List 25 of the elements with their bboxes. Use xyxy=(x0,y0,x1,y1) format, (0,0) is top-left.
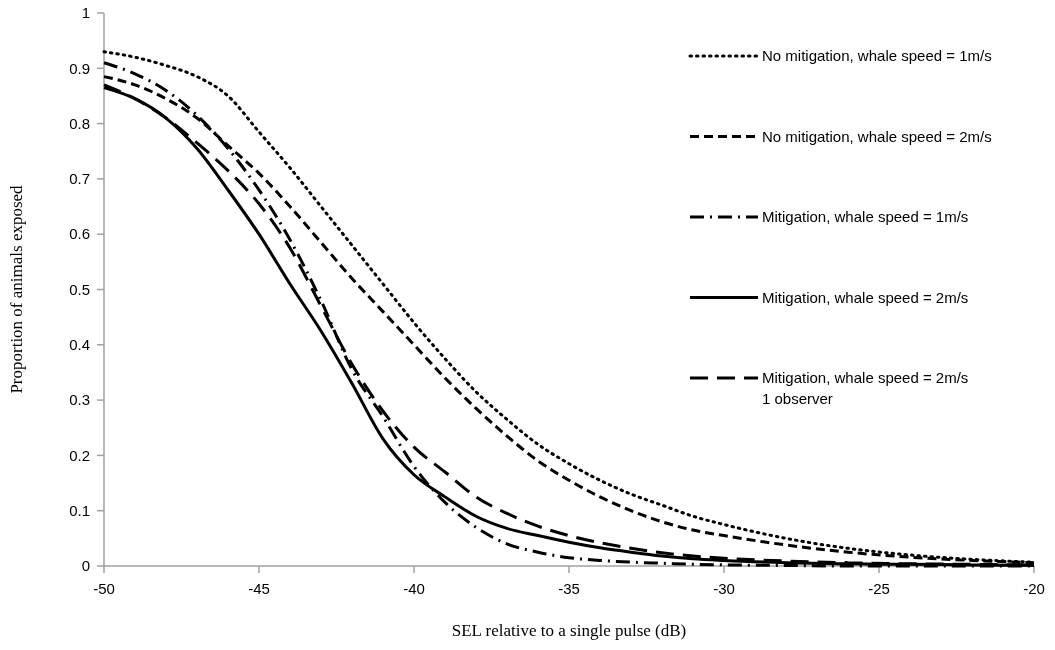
y-tick-label: 0.2 xyxy=(69,446,90,464)
y-tick-label: 0.9 xyxy=(69,59,90,77)
legend-label: No mitigation, whale speed = 2m/s xyxy=(762,127,992,145)
x-tick-label: -40 xyxy=(403,580,425,597)
y-tick-label: 0.7 xyxy=(69,170,90,188)
legend-label: Mitigation, whale speed = 2m/s 1 observer xyxy=(762,369,969,408)
legend-label: Mitigation, whale speed = 2m/s xyxy=(762,288,969,306)
x-axis-title: SEL relative to a single pulse (dB) xyxy=(451,621,687,640)
y-tick-label: 0.4 xyxy=(69,336,90,354)
x-tick-label: -35 xyxy=(558,580,580,597)
y-tick-label: 0.1 xyxy=(69,501,90,519)
x-tick-label: -25 xyxy=(868,580,890,597)
legend-label: No mitigation, whale speed = 1m/s xyxy=(762,47,992,65)
x-tick-label: -50 xyxy=(93,580,115,597)
y-axis-title: Proportion of animals exposed xyxy=(7,184,26,394)
x-tick-label: -45 xyxy=(248,580,270,597)
x-tick-label: -20 xyxy=(1023,580,1045,597)
y-tick-label: 1 xyxy=(81,4,90,22)
legend-label: Mitigation, whale speed = 1m/s xyxy=(762,208,969,226)
y-tick-label: 0 xyxy=(81,557,90,575)
y-tick-label: 0.8 xyxy=(69,114,90,132)
y-tick-label: 0.6 xyxy=(69,225,90,243)
x-tick-label: -30 xyxy=(713,580,735,597)
y-tick-label: 0.5 xyxy=(69,280,90,298)
y-tick-label: 0.3 xyxy=(69,391,90,409)
